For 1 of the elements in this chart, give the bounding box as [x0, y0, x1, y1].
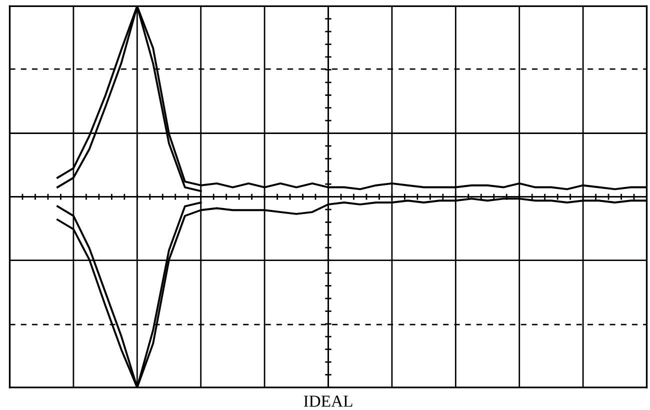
- x-axis-title: IDEAL: [304, 396, 352, 407]
